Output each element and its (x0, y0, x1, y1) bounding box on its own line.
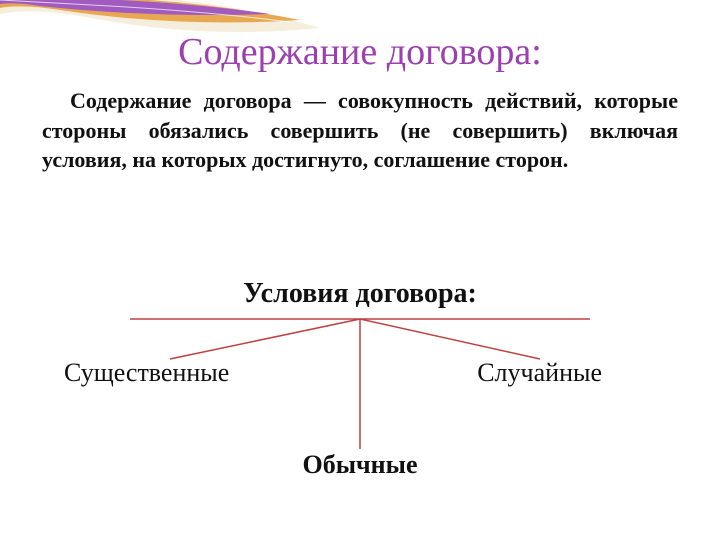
branch-left (170, 319, 360, 359)
branch-label-essential: Существенные (64, 358, 229, 388)
definition-paragraph: Содержание договора — совокупность дейст… (42, 86, 678, 175)
branch-right (360, 319, 540, 359)
branch-label-ordinary: Обычные (0, 450, 720, 480)
branch-label-incidental: Случайные (477, 358, 602, 388)
slide-title: Содержание договора: (0, 30, 720, 74)
conditions-subheading: Условия договора: (0, 278, 720, 310)
